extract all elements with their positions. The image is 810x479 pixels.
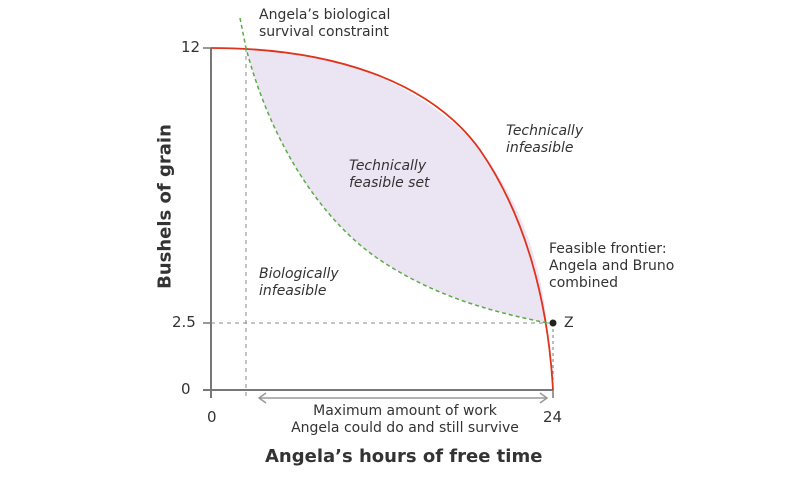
survival-label-line2: survival constraint [259,24,389,40]
max-work-line1: Maximum amount of work [313,403,497,419]
max-work-line2: Angela could do and still survive [291,420,519,436]
bio-infeasible-line2: infeasible [259,283,327,299]
tech-infeasible-line1: Technically [506,123,584,139]
y-tick-label-12: 12 [181,38,201,56]
feasible-set-area [246,48,547,323]
survival-constraint-label: Angela’s biological survival constraint [259,7,390,41]
arrow-left-head [257,392,267,404]
technically-infeasible-label: Technically infeasible [506,123,583,157]
frontier-line2: Angela and Bruno [549,258,675,274]
y-tick-label-0: 0 [181,380,191,398]
feasible-set-label: Technically feasible set [349,158,430,192]
feasible-frontier-curve [210,47,554,391]
bio-infeasible-line1: Biologically [259,266,339,282]
frontier-label: Feasible frontier: Angela and Bruno comb… [549,241,674,292]
frontier-line1: Feasible frontier: [549,241,667,257]
survival-label-line1: Angela’s biological [259,7,391,23]
feasible-set-line1: Technically [349,158,427,174]
x-tick-label-24: 24 [543,408,563,426]
y-tick-label-2-5: 2.5 [172,313,196,331]
max-work-label: Maximum amount of work Angela could do a… [260,403,550,437]
point-z [549,319,557,327]
y-axis-title: Bushels of grain [154,124,176,289]
biologically-infeasible-label: Biologically infeasible [259,266,339,300]
frontier-line3: combined [549,275,619,291]
feasible-set-line2: feasible set [349,175,430,191]
arrow-right-head [539,392,549,404]
x-tick-label-0: 0 [207,408,217,426]
point-z-label: Z [564,315,574,331]
tech-infeasible-line2: infeasible [506,140,574,156]
x-axis-title: Angela’s hours of free time [265,446,543,467]
survival-constraint-curve [239,17,548,324]
